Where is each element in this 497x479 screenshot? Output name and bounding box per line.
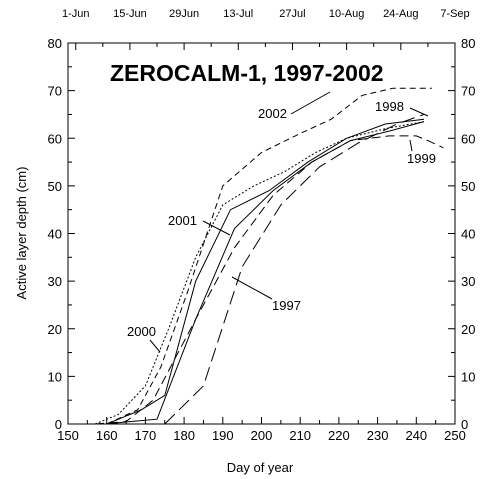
series-line-1997: [106, 121, 425, 425]
y-tick-label: 30: [48, 274, 62, 289]
bottom-axis: 150 160 170 180 190 200 210 220 230 240 250: [57, 417, 466, 443]
x-tick-label: 200: [251, 428, 273, 443]
series-label-2001: 2001: [168, 213, 197, 228]
top-tick-label: 13-Jul: [223, 8, 253, 20]
y-right-tick-label: 30: [461, 274, 475, 289]
top-tick-label: 27Jul: [279, 8, 305, 20]
y-tick-label: 40: [48, 227, 62, 242]
series-line-2001: [106, 118, 425, 425]
x-tick-label: 230: [367, 428, 389, 443]
top-date-axis: 1-Jun 15-Jun 29Jun 13-Jul 27Jul 10-Aug 24-Aug 7…: [62, 8, 470, 50]
x-tick-label: 210: [289, 428, 311, 443]
series-leader-1997: [231, 276, 273, 300]
series-line-1999: [95, 135, 444, 425]
series-leader-2002: [290, 91, 331, 115]
x-tick-label: 170: [135, 428, 157, 443]
y-tick-label: 60: [48, 131, 62, 146]
y-right-tick-label: 0: [461, 417, 468, 432]
series-leader-1998: [409, 107, 429, 117]
y-tick-label: 80: [48, 36, 62, 51]
x-tick-label: 190: [212, 428, 234, 443]
series-leader-2001: [202, 220, 231, 236]
x-axis-title: Day of year: [227, 460, 294, 475]
y-tick-label: 0: [55, 417, 62, 432]
x-tick-label: 150: [57, 428, 79, 443]
x-tick-label: 250: [444, 428, 466, 443]
y-axis-title: Active layer depth (cm): [14, 167, 29, 300]
left-axis: 0 10 20 30 40 50 60 70 80: [48, 36, 75, 432]
series-label-2002: 2002: [258, 106, 287, 121]
y-right-tick-label: 50: [461, 179, 475, 194]
y-right-tick-label: 20: [461, 322, 475, 337]
series-label-2000: 2000: [127, 324, 156, 339]
y-right-tick-label: 10: [461, 369, 475, 384]
top-tick-label: 7-Sep: [440, 8, 469, 20]
x-tick-label: 220: [328, 428, 350, 443]
top-tick-label: 24-Aug: [383, 8, 418, 20]
series-label-1999: 1999: [407, 151, 436, 166]
top-tick-label: 10-Aug: [329, 8, 364, 20]
top-tick-label: 15-Jun: [113, 8, 147, 20]
top-tick-label: 1-Jun: [62, 8, 90, 20]
series-line-2000: [94, 121, 425, 425]
y-tick-label: 50: [48, 179, 62, 194]
x-tick-label: 240: [405, 428, 427, 443]
series-line-1998: [164, 113, 425, 425]
series-label-1997: 1997: [272, 298, 301, 313]
series-label-1998: 1998: [375, 99, 404, 114]
y-right-tick-label: 60: [461, 131, 475, 146]
y-right-tick-label: 70: [461, 84, 475, 99]
series-layer: [94, 87, 444, 425]
y-right-tick-label: 80: [461, 36, 475, 51]
y-right-tick-label: 40: [461, 227, 475, 242]
series-line-2002: [106, 87, 432, 425]
x-tick-label: 180: [173, 428, 195, 443]
series-labels: 1997 1998 1999 2000 2001 2002: [127, 91, 436, 353]
chart-title: ZEROCALM-1, 1997-2002: [110, 60, 384, 86]
series-leader-1999: [409, 139, 413, 152]
right-axis: 0 10 20 30 40 50 60 70 80: [448, 36, 475, 432]
y-tick-label: 70: [48, 84, 62, 99]
series-leader-2000: [149, 339, 161, 353]
top-tick-label: 29Jun: [169, 8, 199, 20]
y-tick-label: 10: [48, 369, 62, 384]
y-tick-label: 20: [48, 322, 62, 337]
x-tick-label: 160: [96, 428, 118, 443]
